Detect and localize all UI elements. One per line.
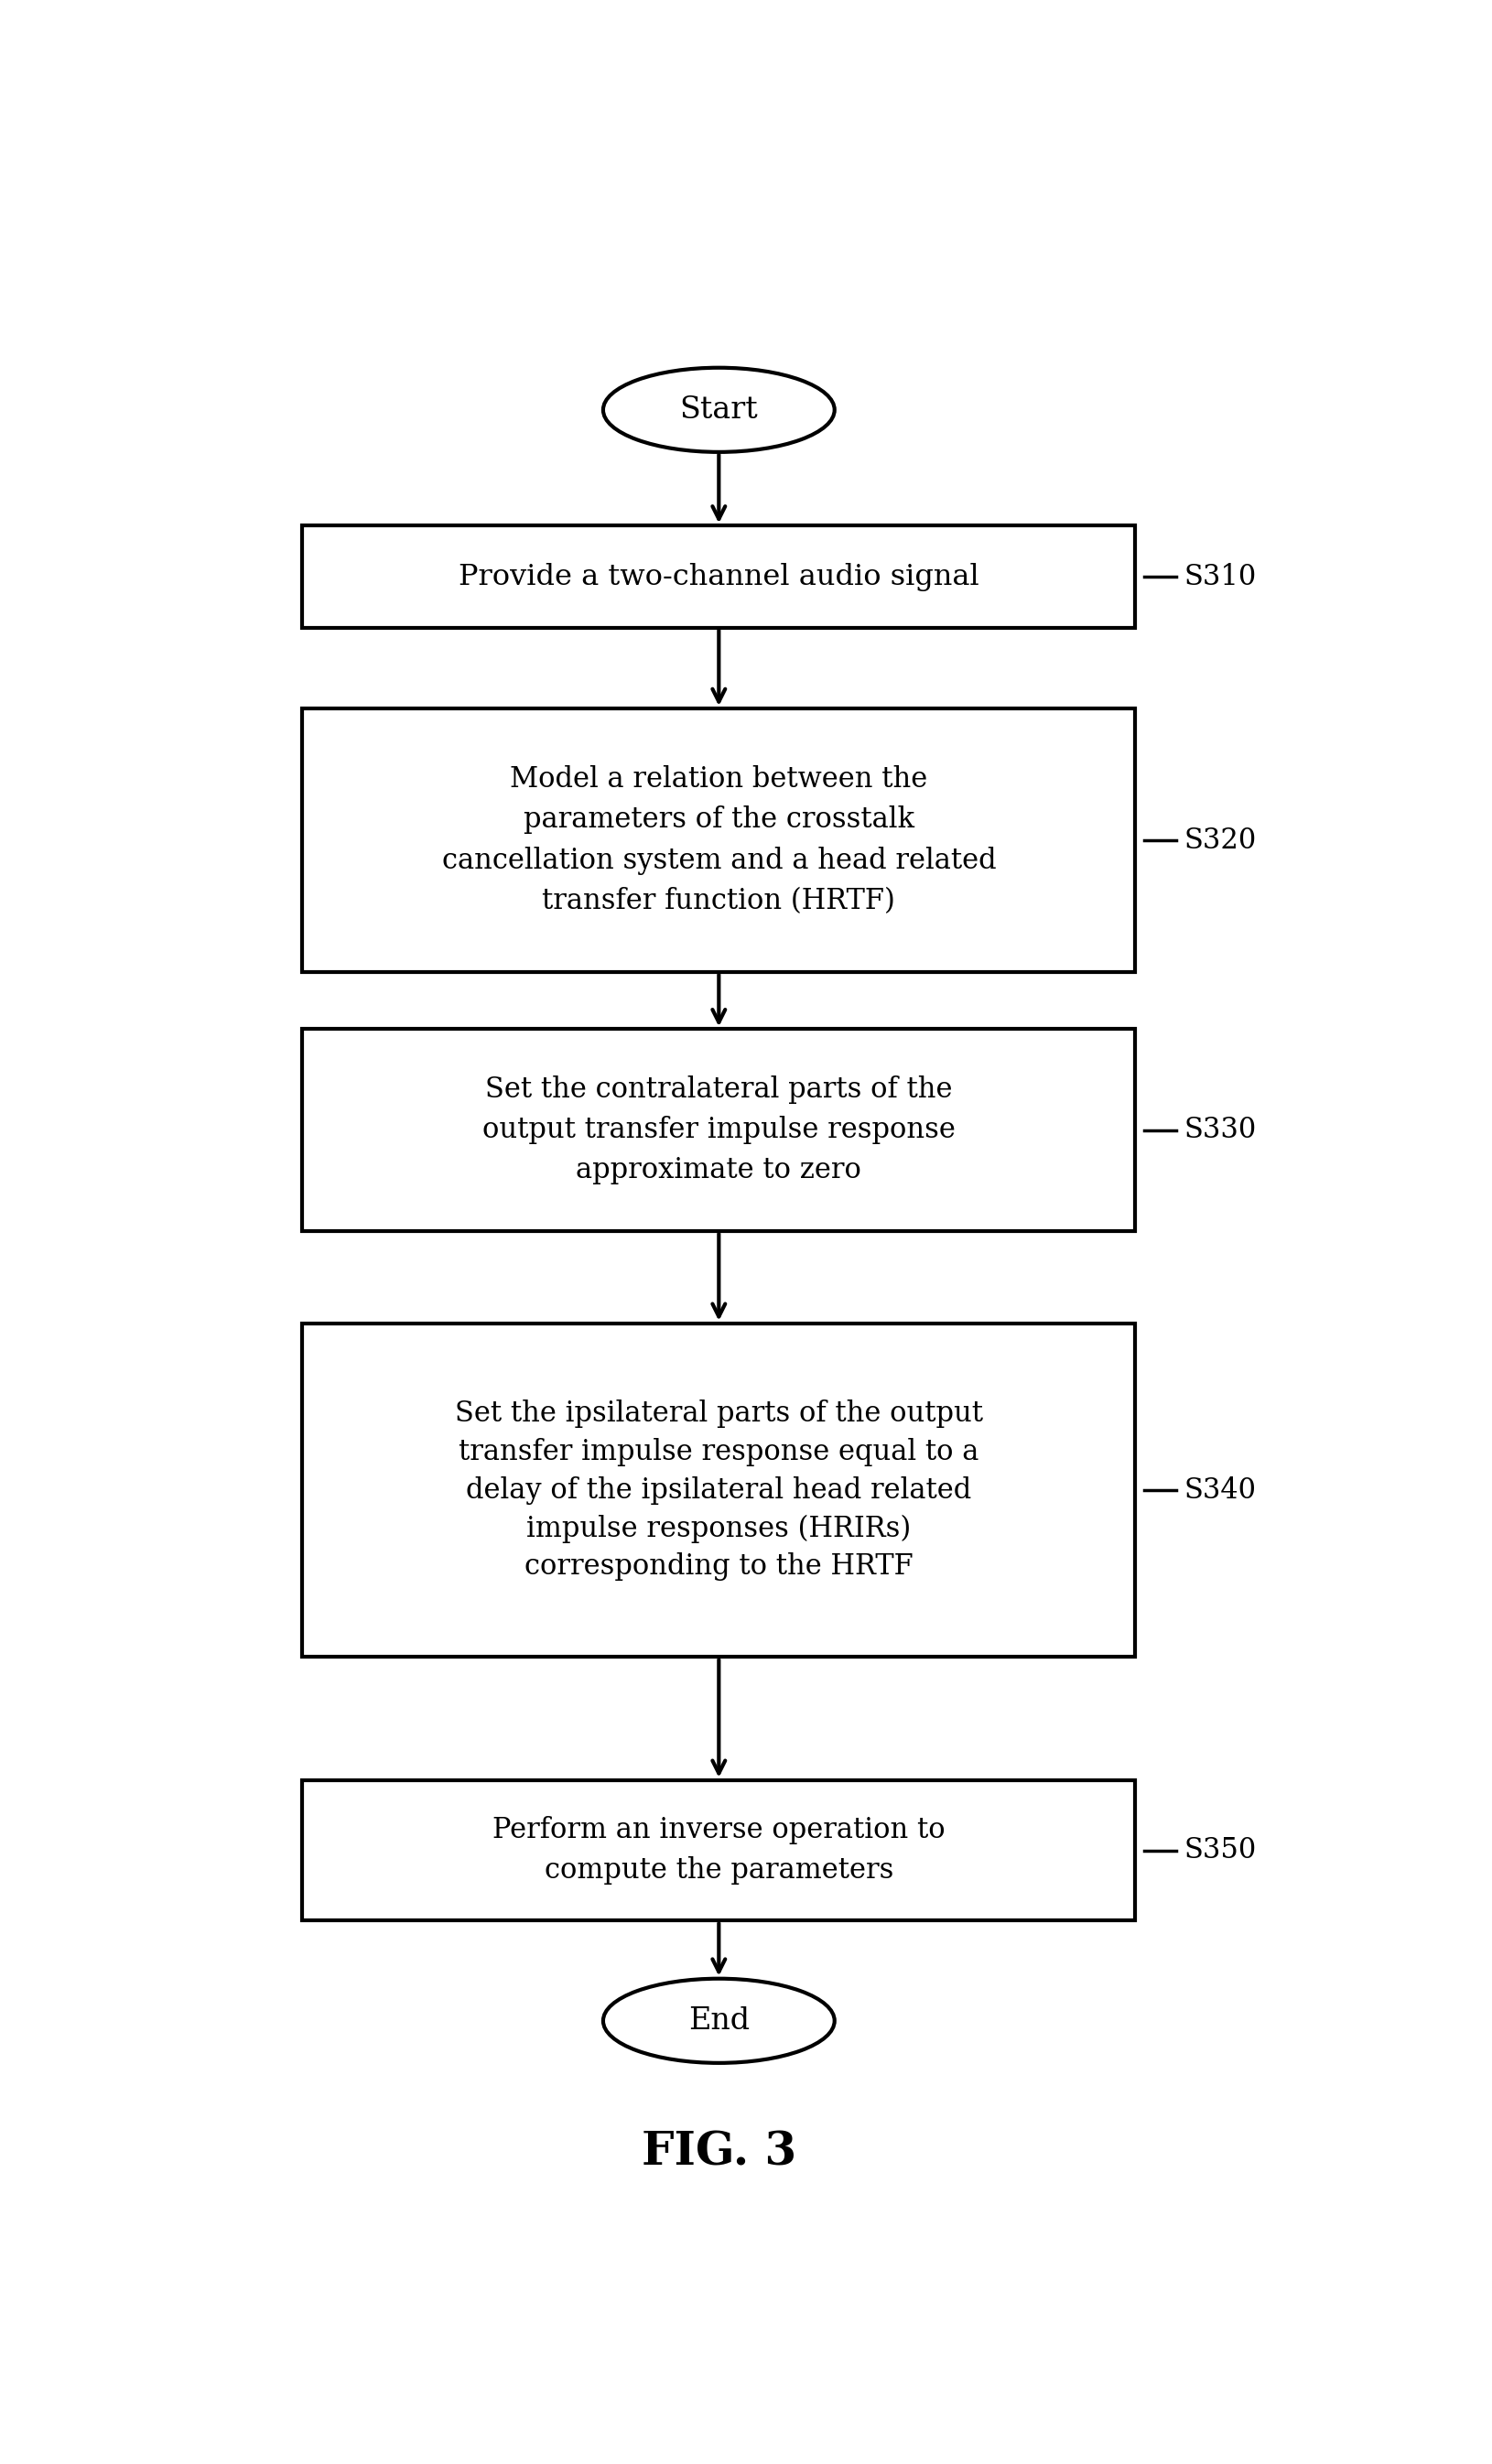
- FancyBboxPatch shape: [303, 1779, 1135, 1919]
- Text: Set the ipsilateral parts of the output
transfer impulse response equal to a
del: Set the ipsilateral parts of the output …: [455, 1400, 982, 1582]
- FancyBboxPatch shape: [303, 710, 1135, 971]
- Text: Model a relation between the
parameters of the crosstalk
cancellation system and: Model a relation between the parameters …: [442, 766, 995, 914]
- FancyBboxPatch shape: [303, 1030, 1135, 1232]
- Text: End: End: [688, 2006, 749, 2035]
- Text: FIG. 3: FIG. 3: [642, 2131, 795, 2176]
- Text: Provide a two-channel audio signal: Provide a two-channel audio signal: [458, 562, 979, 591]
- FancyBboxPatch shape: [303, 1323, 1135, 1658]
- Text: S310: S310: [1183, 562, 1256, 591]
- Text: S320: S320: [1183, 825, 1256, 855]
- Text: Set the contralateral parts of the
output transfer impulse response
approximate : Set the contralateral parts of the outpu…: [482, 1074, 955, 1185]
- FancyBboxPatch shape: [303, 525, 1135, 628]
- Ellipse shape: [603, 1979, 834, 2062]
- Text: S340: S340: [1183, 1476, 1255, 1506]
- Text: Perform an inverse operation to
compute the parameters: Perform an inverse operation to compute …: [492, 1816, 944, 1885]
- Ellipse shape: [603, 367, 834, 451]
- Text: S350: S350: [1183, 1836, 1256, 1865]
- Text: S330: S330: [1183, 1116, 1256, 1143]
- Text: Start: Start: [679, 394, 758, 424]
